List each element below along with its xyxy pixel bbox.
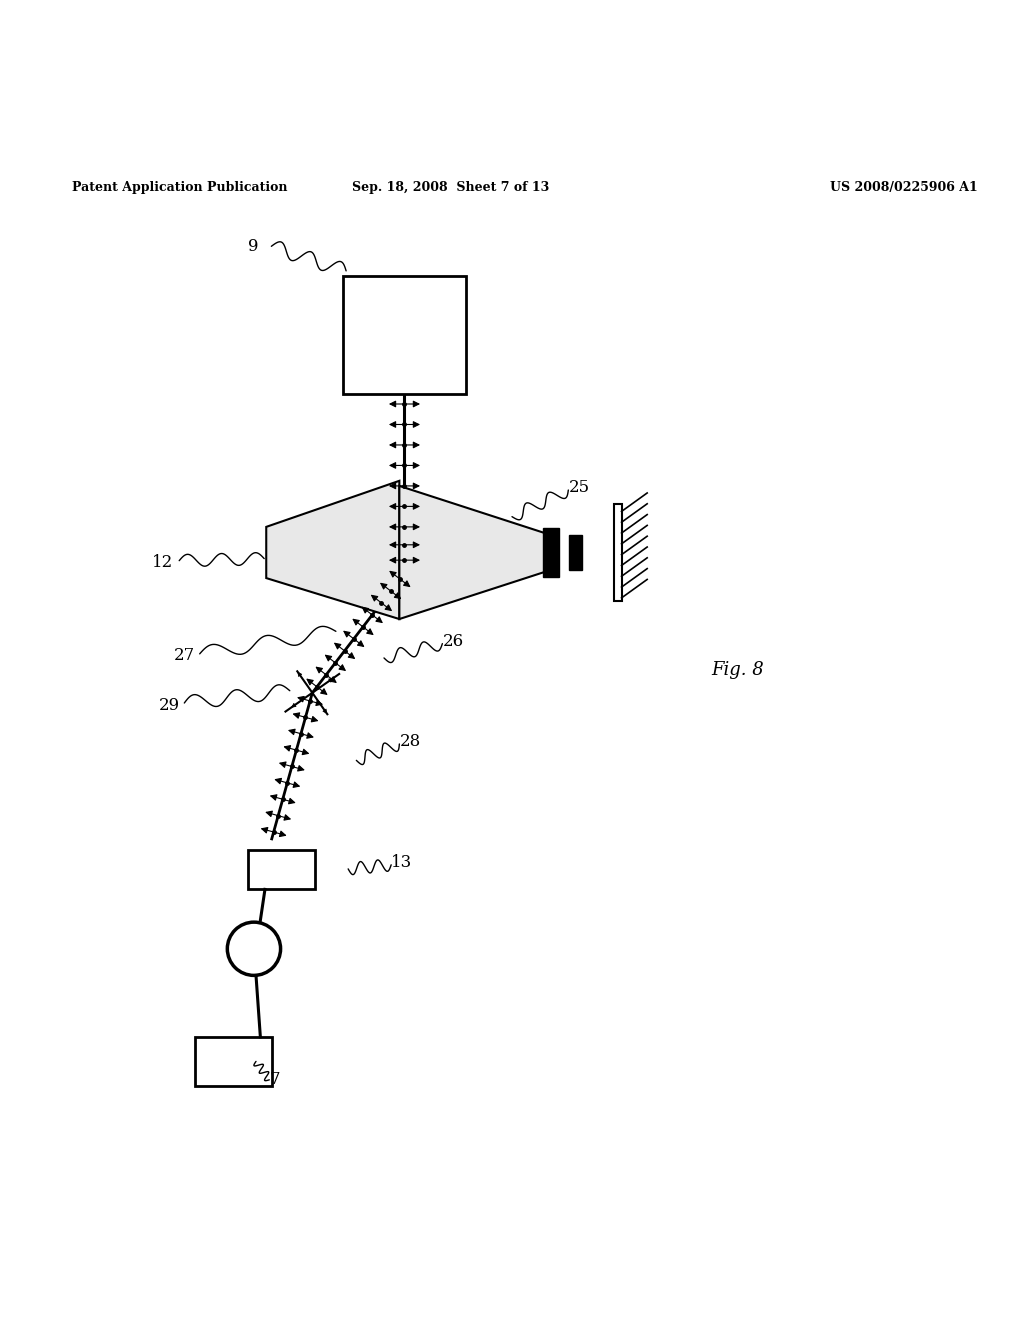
Bar [569,535,582,570]
Text: 29: 29 [159,697,180,714]
Bar [614,504,622,601]
Text: Patent Application Publication: Patent Application Publication [72,181,287,194]
Bar [249,850,315,890]
Bar [343,276,466,393]
Polygon shape [266,480,399,619]
Text: Sep. 18, 2008  Sheet 7 of 13: Sep. 18, 2008 Sheet 7 of 13 [352,181,549,194]
Text: Fig. 8: Fig. 8 [711,661,764,680]
Text: 9: 9 [248,238,258,255]
Bar [543,528,559,577]
Polygon shape [399,486,548,619]
Text: 12: 12 [152,554,173,572]
Text: 26: 26 [442,634,464,649]
Text: 7: 7 [269,1072,280,1088]
Text: 25: 25 [568,479,590,496]
Bar [195,1036,272,1086]
Text: US 2008/0225906 A1: US 2008/0225906 A1 [830,181,978,194]
Text: 13: 13 [391,854,413,871]
Text: 27: 27 [174,647,196,664]
Text: 28: 28 [399,734,421,750]
